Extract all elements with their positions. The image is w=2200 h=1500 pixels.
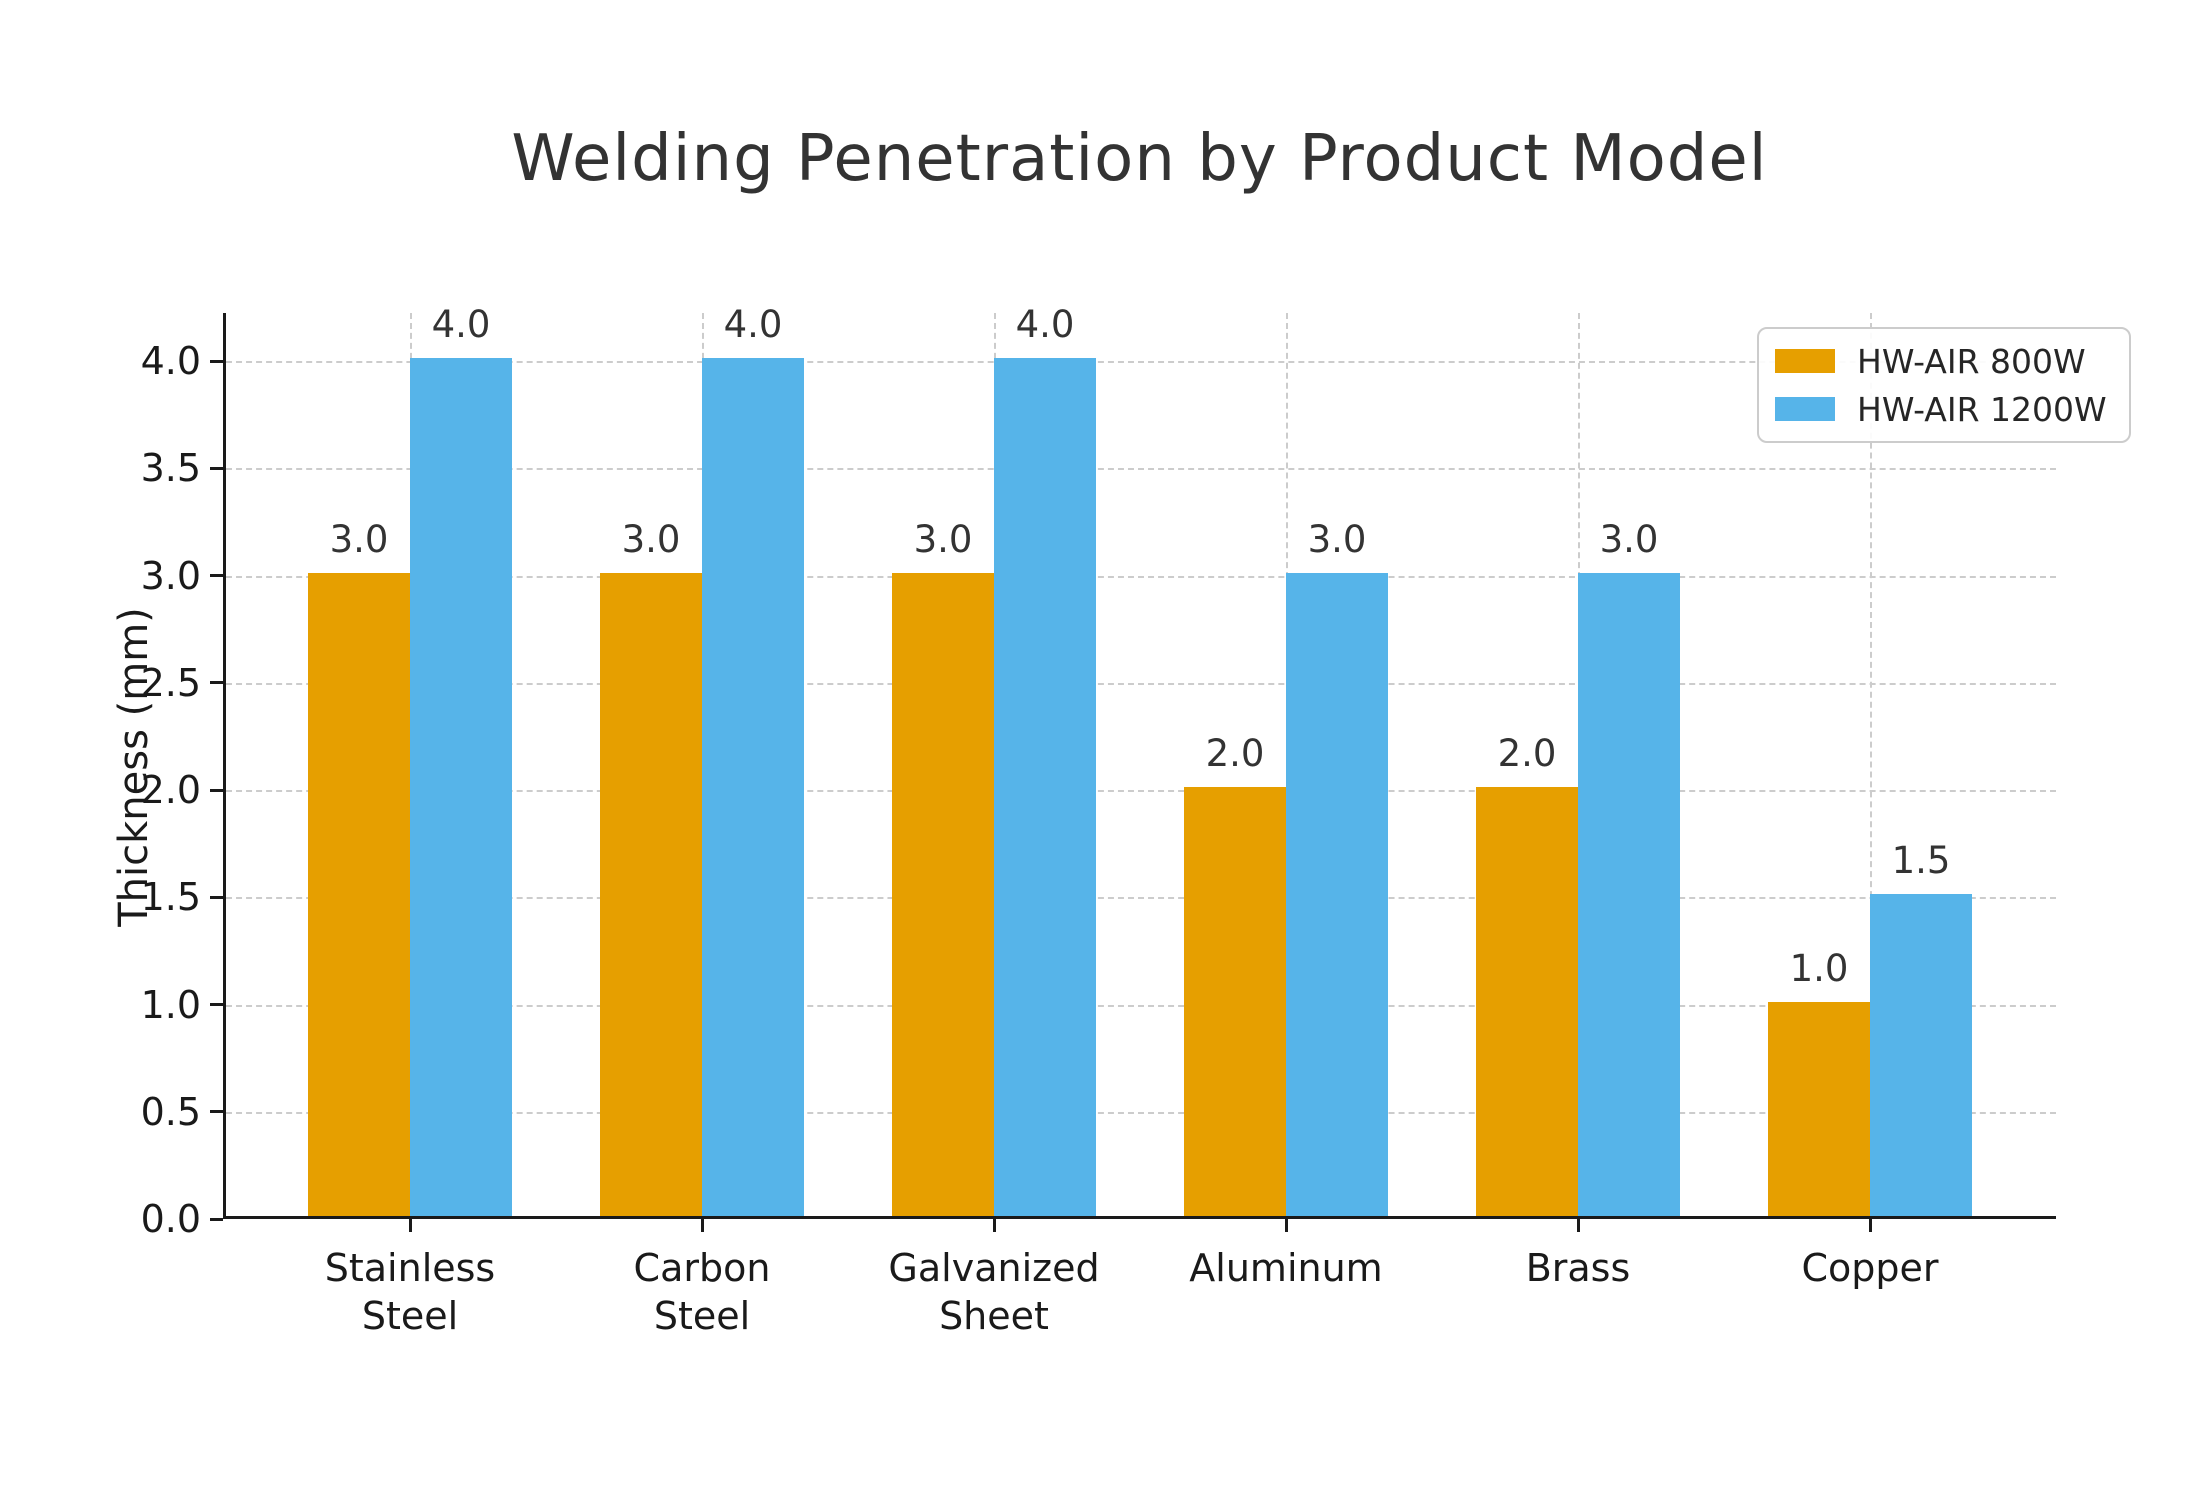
bar-value-label: 3.0	[1307, 517, 1367, 561]
bar-value-label: 3.0	[621, 517, 681, 561]
bar-value-label: 3.0	[329, 517, 389, 561]
x-axis-category-label: Brass	[1408, 1244, 1748, 1292]
x-axis-tick-mark	[1576, 1219, 1580, 1232]
x-axis-category-label: Galvanized Sheet	[824, 1244, 1164, 1340]
bar-hw-air-800w-stainless-steel	[308, 572, 410, 1216]
bar-value-label: 2.0	[1497, 732, 1557, 776]
y-axis-tick-mark	[210, 681, 223, 685]
bar-hw-air-1200w-galvanized-sheet	[994, 358, 1096, 1216]
bar-value-label: 3.0	[1599, 517, 1659, 561]
bar-hw-air-1200w-stainless-steel	[410, 358, 512, 1216]
x-axis-category-label-line: Copper	[1801, 1246, 1939, 1290]
x-axis-tick-mark	[408, 1219, 412, 1232]
horizontal-gridline	[226, 790, 2056, 793]
bar-value-label: 4.0	[723, 303, 783, 347]
legend-label: HW-AIR 800W	[1857, 341, 2086, 381]
y-axis-tick-mark	[210, 359, 223, 363]
bar-hw-air-1200w-carbon-steel	[702, 358, 804, 1216]
y-axis-tick-mark	[210, 1003, 223, 1006]
y-axis-tick-mark	[210, 1217, 223, 1221]
legend-row: HW-AIR 800W	[1775, 341, 2107, 381]
bar-value-label: 3.0	[913, 517, 973, 561]
chart-title: Welding Penetration by Product Model	[511, 122, 1768, 196]
bar-value-label: 4.0	[431, 303, 491, 347]
plot-area: 3.0 3.0 3.0 2.0 2.0 1.0 4.0 4.0 4.0 3.0 3.0 1.5 0.0…	[141, 303, 2056, 1338]
y-axis-tick-mark	[210, 466, 223, 470]
legend-swatch-1200w	[1775, 397, 1835, 421]
bar-value-label: 1.0	[1789, 946, 1849, 990]
y-axis-tick-label: 3.5	[140, 446, 201, 491]
y-axis-tick-mark	[210, 895, 223, 899]
x-axis-category-label-line: Sheet	[939, 1294, 1049, 1338]
y-axis-tick-mark	[210, 574, 223, 578]
bar-hw-air-1200w-aluminum	[1286, 572, 1388, 1216]
y-axis-tick-label: 4.0	[140, 339, 201, 384]
bar-hw-air-800w-copper	[1768, 1001, 1870, 1216]
x-axis-category-label-line: Galvanized	[888, 1246, 1100, 1290]
x-axis-category-label: Aluminum	[1116, 1244, 1456, 1292]
y-axis-tick-label: 0.5	[140, 1089, 201, 1134]
x-axis-category-label-line: Steel	[653, 1294, 751, 1338]
horizontal-gridline	[226, 575, 2056, 578]
horizontal-gridline	[226, 468, 2056, 471]
x-axis-tick-mark	[1284, 1219, 1288, 1232]
y-axis-tick-label: 2.5	[140, 660, 201, 705]
bar-hw-air-800w-galvanized-sheet	[892, 572, 994, 1216]
bar-hw-air-1200w-brass	[1578, 572, 1680, 1216]
x-axis-category-label-line: Carbon	[633, 1246, 771, 1290]
horizontal-gridline	[226, 1004, 2056, 1007]
y-axis-tick-label: 1.5	[140, 875, 201, 920]
legend-row: HW-AIR 1200W	[1775, 389, 2107, 429]
x-axis-category-label-line: Steel	[361, 1294, 459, 1338]
bar-value-label: 1.5	[1891, 839, 1951, 883]
y-axis-tick-label: 2.0	[140, 768, 201, 813]
bar-value-label: 4.0	[1015, 303, 1075, 347]
vertical-gridline	[1870, 313, 1872, 1216]
bar-hw-air-1200w-copper	[1870, 894, 1972, 1216]
y-axis-tick-label: 1.0	[140, 982, 201, 1027]
bar-hw-air-800w-brass	[1476, 787, 1578, 1216]
y-axis-tick-mark	[210, 1110, 223, 1114]
horizontal-gridline	[226, 682, 2056, 685]
x-axis-tick-mark	[700, 1219, 704, 1232]
bar-hw-air-800w-aluminum	[1184, 787, 1286, 1216]
legend-swatch-800w	[1775, 349, 1835, 373]
x-axis-category-label: Stainless Steel	[240, 1244, 580, 1340]
horizontal-gridline	[226, 1111, 2056, 1114]
y-axis-tick-label: 3.0	[140, 553, 201, 598]
legend-label: HW-AIR 1200W	[1857, 389, 2107, 429]
x-axis-category-label: Copper	[1700, 1244, 2040, 1292]
x-axis-tick-mark	[992, 1219, 996, 1232]
bar-value-label: 2.0	[1205, 732, 1265, 776]
x-axis-tick-mark	[1868, 1219, 1872, 1232]
y-axis-tick-mark	[210, 788, 223, 792]
horizontal-gridline	[226, 361, 2056, 364]
y-axis-tick-label: 0.0	[140, 1197, 201, 1241]
x-axis-category-label: Carbon Steel	[532, 1244, 872, 1340]
bar-hw-air-800w-carbon-steel	[600, 572, 702, 1216]
x-axis-category-label-line: Brass	[1525, 1246, 1631, 1290]
horizontal-gridline	[226, 897, 2056, 900]
legend: HW-AIR 800W HW-AIR 1200W	[1757, 327, 2131, 443]
x-axis-category-label-line: Stainless	[324, 1246, 496, 1290]
x-axis-category-label-line: Aluminum	[1189, 1246, 1383, 1290]
